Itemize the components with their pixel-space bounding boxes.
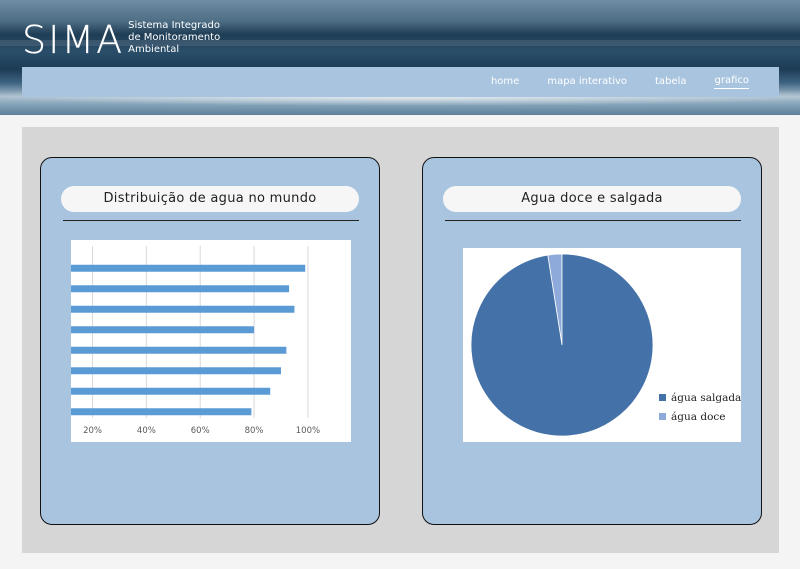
bar [71, 346, 287, 354]
bar [71, 387, 271, 395]
pie-chart: água salgada água doce [470, 253, 741, 437]
x-tick-label: 80% [245, 426, 264, 436]
bar [71, 264, 306, 272]
nav-link-tabela[interactable]: tabela [655, 75, 687, 87]
legend-label: água doce [671, 411, 725, 423]
bar-chart: 20% 40% 60% 80% 100% [71, 246, 320, 436]
legend-label: água salgada [671, 392, 741, 404]
chart-card-fresh-salt: Agua doce e salgada água salgada água doc… [422, 157, 762, 525]
x-tick-label: 20% [83, 426, 102, 436]
pie-chart-container: água salgada água doce [463, 248, 741, 442]
logo-subtitle: Sistema Integrado de Monitoramento Ambie… [128, 20, 248, 56]
logo-subtitle-line: de Monitoramento [128, 32, 221, 43]
bar-chart-container: 20% 40% 60% 80% 100% [71, 240, 351, 442]
logo-subtitle-line: Sistema Integrado [128, 20, 220, 31]
main-content: Distribuição de agua no mundo 20% 40% 60% 8… [22, 127, 779, 553]
x-tick-label: 40% [137, 426, 156, 436]
site-logo[interactable]: SIMA Sistema Integrado de Monitoramento … [22, 18, 248, 62]
logo-title: SIMA [22, 18, 125, 62]
nav-link-mapa-interativo[interactable]: mapa interativo [547, 75, 628, 87]
x-tick-label: 100% [296, 426, 320, 436]
card-title: Agua doce e salgada [443, 186, 741, 212]
bar [71, 285, 290, 293]
divider [445, 220, 741, 221]
bar [71, 326, 255, 334]
nav-link-grafico[interactable]: grafico [714, 75, 749, 89]
divider [63, 220, 359, 221]
x-tick-label: 60% [191, 426, 210, 436]
main-navbar: home mapa interativo tabela grafico [22, 67, 779, 97]
pie-slice [470, 253, 654, 437]
logo-subtitle-line: Ambiental [128, 44, 180, 55]
legend-swatch [659, 413, 666, 420]
nav-link-home[interactable]: home [490, 75, 520, 87]
bar [71, 367, 281, 375]
card-title: Distribuição de agua no mundo [61, 186, 359, 212]
bar [71, 408, 252, 416]
chart-card-distribution: Distribuição de agua no mundo 20% 40% 60% 8… [40, 157, 380, 525]
sea-background [0, 40, 800, 46]
bar [71, 305, 295, 313]
legend-swatch [659, 394, 666, 401]
